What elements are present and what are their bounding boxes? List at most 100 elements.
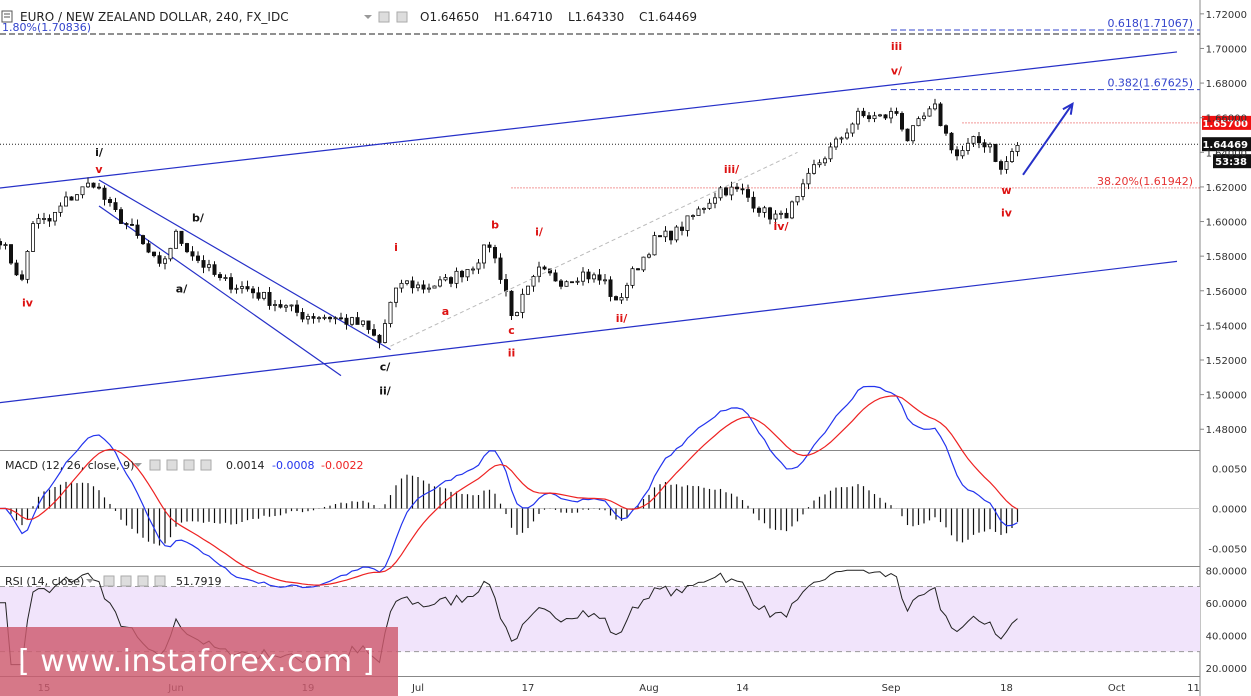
candle-body (333, 317, 338, 320)
candle-body (1004, 161, 1009, 170)
rsi-tick-label: 40.0000 (1206, 631, 1247, 642)
macd-tick-label: 0.0000 (1212, 505, 1247, 516)
candle-body (0, 241, 3, 246)
rsi-title: RSI (14, close) (5, 575, 84, 588)
wave-label: i/ (535, 225, 544, 238)
candle-body (19, 274, 24, 280)
candle-body (289, 304, 294, 307)
candle-body (465, 268, 470, 278)
candle-body (393, 287, 398, 303)
candle-body (377, 334, 382, 343)
time-tick-label: Jul (411, 683, 424, 694)
candle-body (559, 280, 564, 287)
rsi-tick-label: 80.0000 (1206, 566, 1247, 577)
candle-body (922, 115, 927, 120)
wave-label: iv (22, 296, 34, 309)
candle-body (1015, 144, 1020, 152)
settings-icon[interactable] (166, 459, 178, 471)
time-tick-label: 17 (522, 683, 535, 694)
candle-body (751, 196, 756, 209)
ohlc-open: O1.64650 (420, 10, 479, 24)
candle-body (718, 187, 723, 199)
rsi-tick-label: 20.0000 (1206, 664, 1247, 675)
wave-label: c (508, 324, 515, 337)
candle-body (608, 279, 613, 297)
candle-body (537, 266, 542, 277)
wave-label: c/ (380, 360, 392, 373)
candle-body (834, 138, 839, 148)
candle-body (124, 223, 129, 225)
candle-body (509, 290, 514, 317)
candle-body (663, 230, 668, 238)
candle-body (619, 297, 624, 301)
candle-body (845, 132, 850, 139)
eye-icon[interactable] (378, 11, 390, 23)
add-icon[interactable] (183, 459, 195, 471)
candle-body (86, 182, 91, 188)
candle-body (905, 128, 910, 142)
candle-body (872, 115, 877, 120)
candle-body (696, 208, 701, 216)
candle-body (212, 264, 217, 275)
candle-body (344, 317, 349, 325)
collapse-icon[interactable] (1, 10, 13, 23)
candle-body (47, 218, 52, 222)
candle-body (603, 279, 608, 282)
candle-body (8, 244, 13, 264)
candle-body (531, 276, 536, 287)
candle-body (256, 292, 261, 299)
add-icon[interactable] (137, 575, 149, 587)
rsi-legend: RSI (14, close) 51.7919 (5, 575, 222, 588)
candle-body (971, 136, 976, 144)
candle-body (322, 316, 327, 319)
candle-body (239, 286, 244, 289)
channel-line-lower (0, 260, 1178, 404)
candle-body (410, 280, 415, 289)
candle-body (1010, 151, 1015, 162)
candle-body (97, 186, 102, 189)
time-tick-label: 14 (736, 683, 749, 694)
chevron-down-icon[interactable] (86, 579, 94, 583)
candle-body (69, 196, 74, 201)
settings-icon[interactable] (396, 11, 408, 23)
candle-body (305, 316, 310, 320)
price-tick-label: 1.72000 (1206, 10, 1247, 21)
candle-body (988, 143, 993, 148)
eye-icon[interactable] (103, 575, 115, 587)
eye-icon[interactable] (149, 459, 161, 471)
macd-layer (0, 385, 1200, 589)
candle-body (382, 323, 387, 343)
candle-body (25, 251, 30, 280)
level-label: 1.80%(1.70836) (2, 21, 91, 34)
candle-body (388, 301, 393, 324)
wave-label: iii (891, 40, 902, 53)
candle-body (135, 224, 140, 236)
settings-icon[interactable] (120, 575, 132, 587)
candle-body (487, 244, 492, 248)
candle-body (250, 288, 255, 294)
wave-label: ii (508, 347, 516, 360)
candle-body (36, 218, 41, 225)
chevron-down-icon[interactable] (364, 15, 372, 19)
chevron-down-icon[interactable] (134, 463, 142, 467)
candle-body (498, 257, 503, 280)
candle-body (503, 279, 508, 292)
rsi-tick-label: 60.0000 (1206, 599, 1247, 610)
close-icon[interactable] (154, 575, 166, 587)
close-icon[interactable] (200, 459, 212, 471)
candle-body (784, 212, 789, 219)
candle-body (228, 277, 233, 290)
candle-body (443, 277, 448, 281)
macd-title: MACD (12, 26, close, 9) (5, 459, 134, 472)
main-legend: EURO / NEW ZEALAND DOLLAR, 240, FX_IDC O… (1, 10, 697, 24)
candle-body (80, 186, 85, 196)
candle-body (691, 215, 696, 217)
candle-body (625, 284, 630, 298)
candle-body (311, 316, 316, 319)
price-tick-label: 1.60000 (1206, 218, 1247, 229)
wave-label: b/ (192, 212, 205, 225)
candle-body (168, 247, 173, 260)
channel-line-upper (0, 51, 1178, 189)
